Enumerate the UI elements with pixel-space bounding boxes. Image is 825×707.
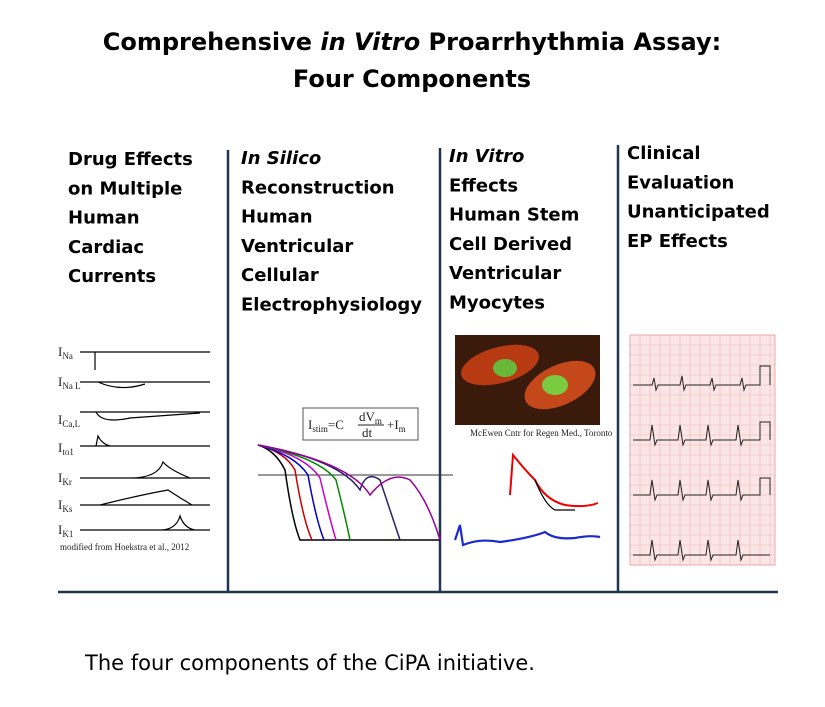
trace (80, 434, 210, 447)
heading-line: Unanticipated (627, 202, 770, 223)
trace (80, 489, 210, 506)
current-sub: Na (62, 351, 73, 361)
curve (257, 444, 440, 541)
eq-den: dt (362, 425, 373, 440)
nucleus (542, 375, 568, 395)
eq-sub: m (399, 424, 406, 434)
trace (80, 460, 210, 479)
lead (633, 477, 771, 502)
heading-line: Cell Derived (449, 234, 572, 255)
heading-line: Reconstruction (241, 177, 395, 198)
eq-sub: stim (312, 424, 328, 434)
current-label: INa (58, 344, 73, 361)
heading-line: In Silico (241, 148, 321, 169)
heading-line: Ventricular (241, 236, 353, 257)
ecg-paper (629, 334, 776, 566)
curve (257, 444, 441, 541)
title-part: Comprehensive (103, 28, 321, 56)
current-sub: Ks (62, 504, 72, 514)
current-symbol: I (58, 344, 62, 359)
current-symbol: I (58, 522, 62, 537)
heading-line: Cellular (241, 265, 319, 286)
eq-part: +I (387, 417, 399, 432)
current-label: INa L (58, 374, 81, 391)
current-sub: to1 (62, 447, 74, 457)
eq-part: dV (359, 409, 376, 424)
eq-part: I (308, 417, 312, 432)
current-label: ICa,L (58, 412, 80, 429)
eq-part: =C (328, 417, 344, 432)
current-symbol: I (58, 412, 62, 427)
caption: The four components of the CiPA initiati… (84, 651, 535, 675)
heading-line: Currents (68, 266, 156, 287)
heading-line: Human Stem (449, 205, 579, 226)
current-symbol: I (58, 470, 62, 485)
trace (80, 513, 210, 531)
heading-line: Drug Effects (68, 149, 193, 170)
credit: modified from Hoekstra et al., 2012 (60, 542, 189, 552)
lead (633, 539, 770, 562)
current-label: IK1 (58, 522, 73, 539)
curve (257, 444, 325, 541)
trace (80, 381, 210, 389)
heading-line: Evaluation (627, 172, 734, 193)
equation-box (302, 407, 419, 441)
equation: Istim=C (308, 417, 344, 434)
heading-line: Myocytes (449, 293, 545, 314)
heading-line: Human (241, 207, 313, 228)
separators (58, 145, 778, 594)
current-sub: Kr (62, 477, 72, 487)
trace (80, 411, 210, 421)
credit: McEwen Cntr for Regen Med., Toronto (470, 428, 613, 438)
title-italic: in Vitro (320, 28, 420, 56)
black-trace (534, 479, 575, 511)
title-part: Proarrhythmia Assay: (420, 28, 721, 56)
curve (257, 444, 351, 541)
title-line1: Comprehensive in Vitro Proarrhythmia Ass… (103, 28, 722, 56)
heading-line: on Multiple (68, 178, 182, 199)
heading-line: In Vitro (449, 146, 524, 167)
current-label: Ito1 (58, 440, 74, 457)
column-headings: Drug Effects on Multiple Human Cardiac Curre… (68, 143, 770, 316)
current-label: IKs (58, 497, 73, 514)
current-traces (80, 351, 210, 531)
ap-curves (257, 444, 441, 541)
heading-line: Human (68, 208, 140, 229)
lead (633, 421, 771, 447)
eq-sub: m (375, 416, 382, 426)
current-sub: Na L (62, 381, 80, 391)
heading-line: Ventricular (449, 263, 561, 284)
nucleus (493, 359, 517, 377)
eq-tail: +Im (387, 417, 406, 434)
curve (257, 444, 337, 541)
heading-line: Clinical (627, 143, 701, 164)
blue-trace (453, 524, 601, 547)
red-trace (509, 452, 599, 508)
ecg-leads (633, 365, 771, 562)
eq-num: dVm (359, 409, 382, 426)
current-symbol: I (58, 440, 62, 455)
title-line2: Four Components (293, 65, 531, 93)
lead (633, 365, 771, 392)
heading-line: Effects (449, 175, 518, 196)
heading-line: Cardiac (68, 237, 144, 258)
current-sub: Ca,L (62, 419, 80, 429)
heading-line: EP Effects (627, 231, 728, 252)
current-symbol: I (58, 497, 62, 512)
trace (80, 351, 210, 370)
current-label: IKr (58, 470, 72, 487)
heading-line: Electrophysiology (241, 295, 422, 316)
current-sub: K1 (62, 529, 73, 539)
current-symbol: I (58, 374, 62, 389)
